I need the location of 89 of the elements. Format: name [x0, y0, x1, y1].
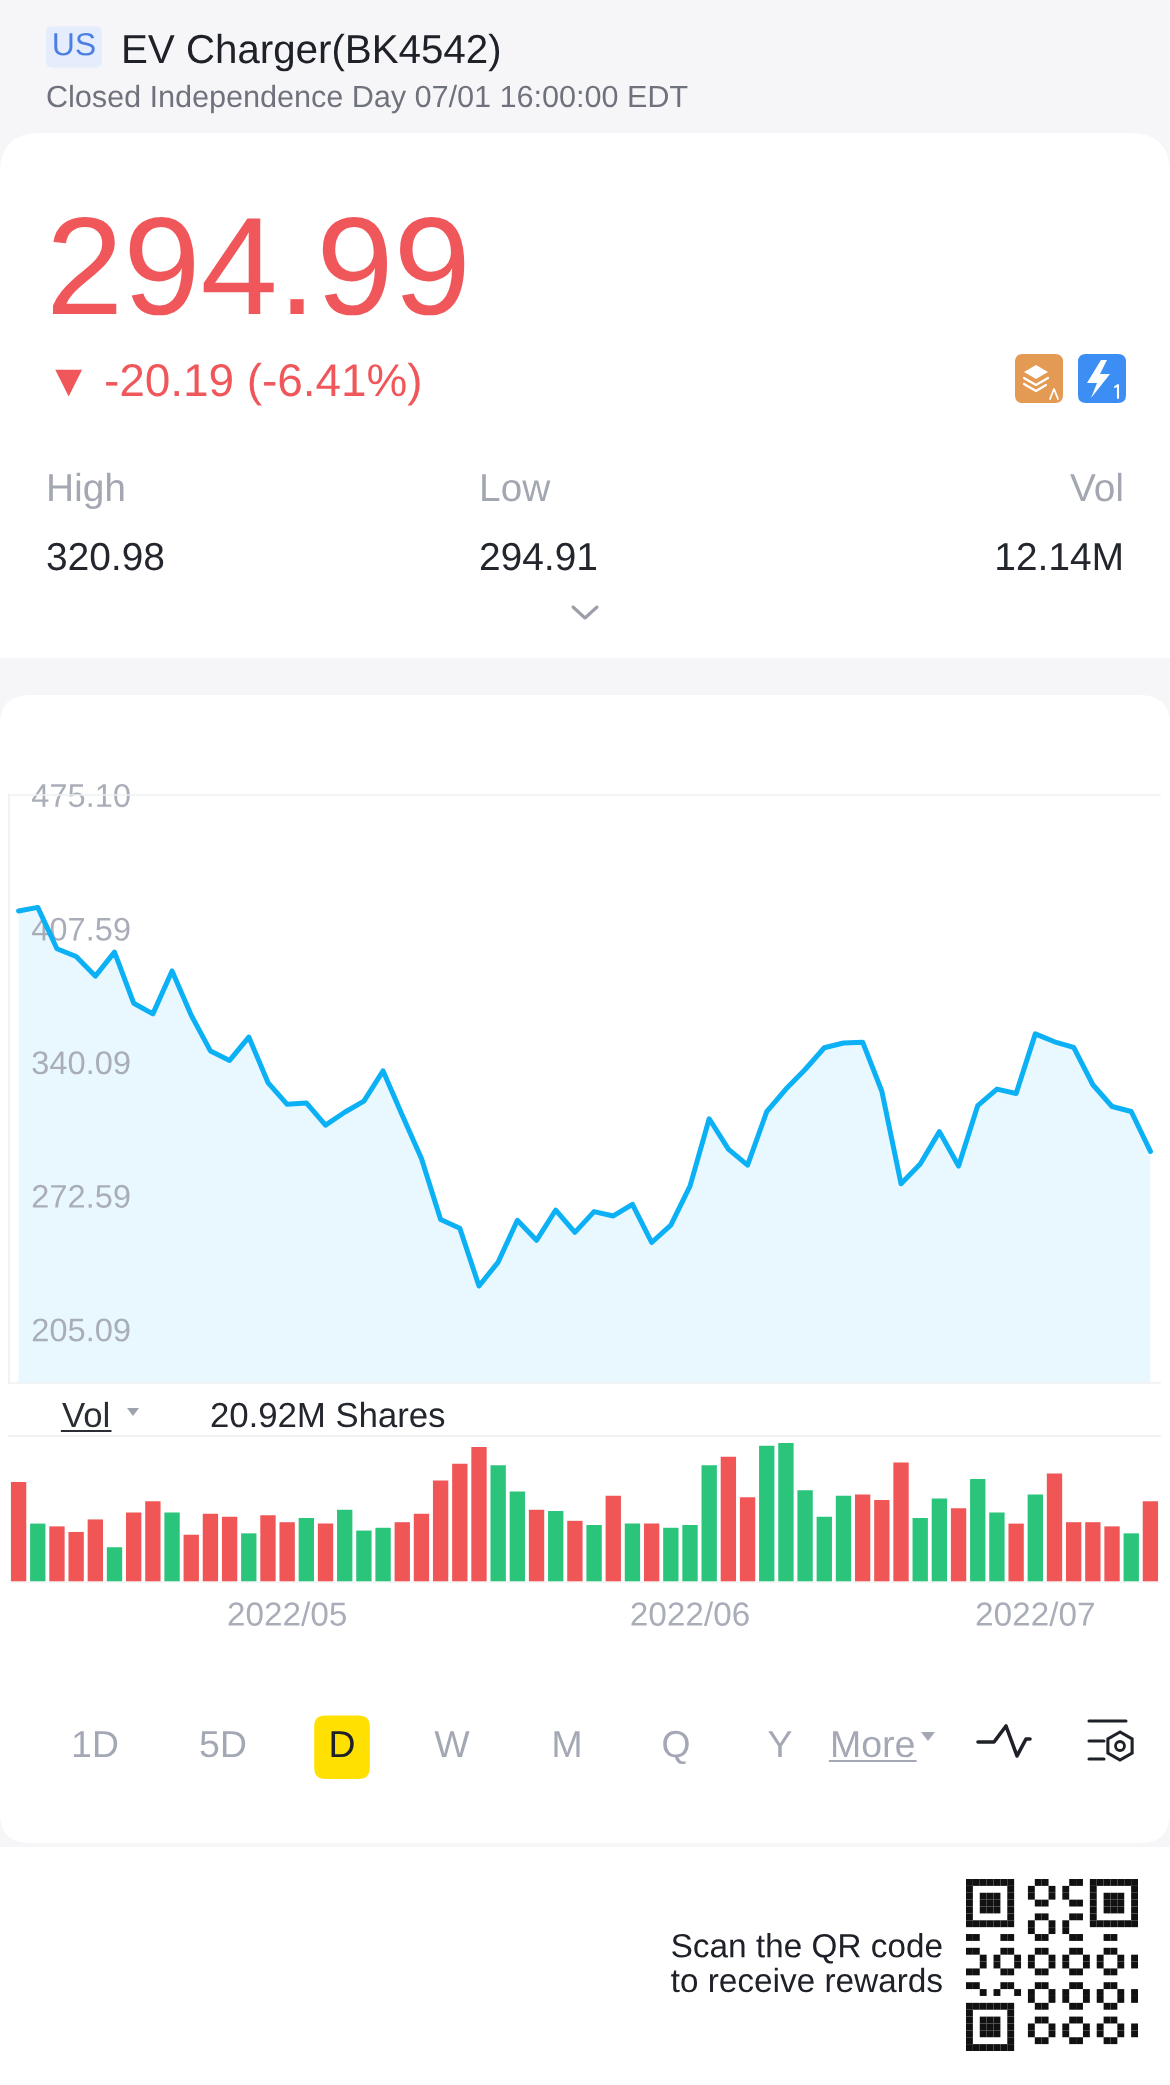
- bar: [202, 1513, 219, 1582]
- text: 1D: [73, 1731, 118, 1757]
- bar: [1066, 1522, 1082, 1582]
- chart-subtitle: Closed Independence Day 07/01 16:00:00 EDT: [47, 84, 688, 114]
- x-tick-label: 2022/05: [228, 1601, 347, 1626]
- bar: [413, 1513, 430, 1582]
- bar: [68, 1531, 84, 1582]
- bar: [337, 1509, 353, 1582]
- bar: [145, 1501, 161, 1582]
- bar: [624, 1523, 641, 1582]
- y-tick-label: 205.09: [32, 1318, 130, 1342]
- bar: [471, 1447, 487, 1582]
- bar: [30, 1523, 46, 1582]
- text: D: [331, 1731, 354, 1757]
- bar: [106, 1547, 123, 1582]
- text: Vol: [62, 1401, 108, 1428]
- text: 5D: [200, 1731, 246, 1758]
- text: 294.91: [480, 542, 597, 571]
- bar: [452, 1463, 468, 1582]
- bar: [10, 1481, 27, 1582]
- bar: [1046, 1473, 1063, 1582]
- bar: [586, 1524, 602, 1582]
- bar: [126, 1512, 142, 1582]
- text: Vol: [1070, 472, 1122, 502]
- bar: [221, 1516, 238, 1582]
- bar: [950, 1508, 967, 1582]
- bar: [643, 1523, 660, 1582]
- bar: [183, 1534, 199, 1582]
- bar: [970, 1479, 986, 1582]
- text: US: [54, 32, 95, 56]
- text: Q: [663, 1730, 689, 1765]
- bar: [931, 1498, 948, 1582]
- bar: [989, 1512, 1005, 1582]
- bar: [509, 1491, 526, 1582]
- bar: [797, 1490, 813, 1582]
- bar: [682, 1524, 698, 1582]
- y-tick-label: 340.09: [32, 1051, 130, 1075]
- text: 20.92M Shares: [211, 1401, 445, 1428]
- bar: [663, 1527, 679, 1582]
- bar: [317, 1523, 334, 1582]
- bar: [835, 1495, 852, 1582]
- bar: [739, 1497, 756, 1582]
- bar: [720, 1456, 737, 1582]
- text: 12.14M: [997, 542, 1121, 570]
- text: More: [833, 1731, 914, 1758]
- bar: [375, 1527, 391, 1582]
- bar: [1085, 1522, 1101, 1582]
- y-tick-label: 272.59: [32, 1184, 130, 1208]
- bar: [1027, 1494, 1043, 1582]
- bar: [874, 1499, 890, 1582]
- bar: [87, 1519, 103, 1582]
- bar: [241, 1533, 257, 1582]
- bar: [260, 1515, 276, 1582]
- text: 294.99: [52, 217, 465, 316]
- text: W: [434, 1731, 470, 1757]
- text: 320.98: [47, 542, 164, 571]
- bar: [778, 1442, 794, 1582]
- x-tick-label: 2022/06: [631, 1601, 749, 1626]
- bar: [298, 1518, 315, 1582]
- text: Y: [768, 1731, 792, 1757]
- bar: [394, 1522, 410, 1582]
- bar: [49, 1526, 65, 1582]
- bar: [1008, 1523, 1024, 1582]
- bar: [1104, 1526, 1120, 1582]
- text: ▼ -20.19 (-6.41%): [55, 362, 420, 406]
- bar: [759, 1445, 775, 1582]
- bar: [356, 1530, 372, 1582]
- bar: [279, 1522, 295, 1582]
- text: Scan the QR code to receive rewards: [671, 1933, 942, 1993]
- y-tick-label: 475.10: [31, 784, 130, 808]
- bar: [816, 1516, 832, 1582]
- bar: [893, 1462, 909, 1582]
- bar: [854, 1494, 871, 1582]
- bar: [912, 1518, 928, 1582]
- text: High: [49, 472, 124, 510]
- bar: [490, 1465, 506, 1582]
- bar: [432, 1480, 449, 1582]
- bar: [605, 1495, 621, 1582]
- text: Low: [482, 474, 551, 502]
- chart-title: EV Charger(BK4542): [124, 33, 500, 72]
- bar: [567, 1520, 583, 1582]
- bar: [548, 1511, 564, 1582]
- x-tick-label: 2022/07: [976, 1601, 1094, 1626]
- bar: [1123, 1533, 1139, 1582]
- bar: [528, 1509, 545, 1582]
- bar: [1142, 1501, 1159, 1582]
- text: M: [554, 1731, 580, 1757]
- bar: [701, 1465, 717, 1582]
- bar: [164, 1512, 180, 1582]
